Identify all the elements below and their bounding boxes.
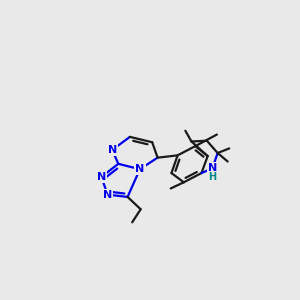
Text: N: N xyxy=(97,172,106,182)
Text: N: N xyxy=(107,145,117,155)
Text: N: N xyxy=(208,164,217,173)
Text: H: H xyxy=(208,172,216,182)
Text: N: N xyxy=(135,164,145,174)
Text: N: N xyxy=(103,190,112,200)
